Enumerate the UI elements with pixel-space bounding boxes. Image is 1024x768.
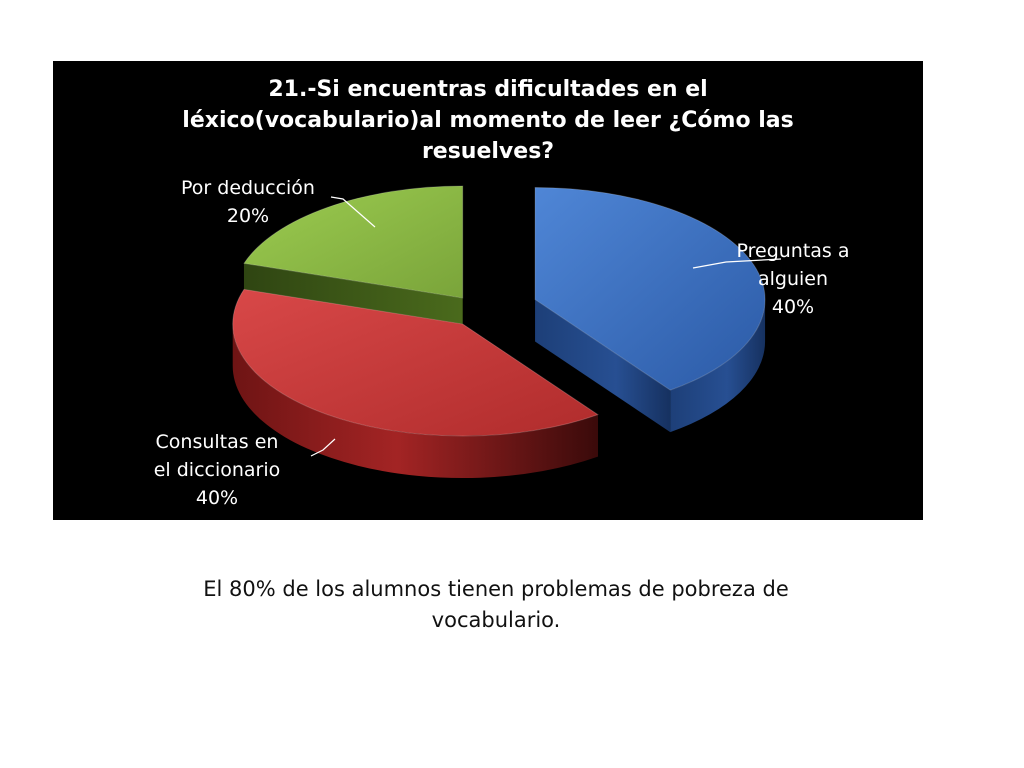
data-label-line: 40%: [196, 487, 238, 509]
pie-slice-side: [232, 324, 598, 479]
chart-area: 21.-Si encuentras dificultades en el léx…: [53, 61, 923, 520]
pie-slice-side: [670, 299, 766, 433]
pie-slice-top: [534, 187, 766, 391]
pie-slice-top: [243, 185, 464, 299]
data-label-line: Consultas en: [156, 431, 279, 453]
data-label-line: alguien: [758, 268, 828, 290]
data-label-line: el diccionario: [154, 459, 281, 481]
data-label-line: Preguntas a: [736, 240, 849, 262]
leader-line: [310, 438, 336, 457]
conclusion-line-2: vocabulario.: [431, 608, 561, 632]
data-label-preguntas-a-alguien: Preguntas a alguien 40%: [692, 240, 850, 318]
data-label-consultas-en-el-diccionario: Consultas en el diccionario 40%: [154, 431, 336, 509]
data-label-line: 40%: [772, 296, 814, 318]
chart-title-line-3: resuelves?: [421, 139, 555, 164]
pie-slice-preguntas-a-alguien: [534, 187, 766, 433]
conclusion-line-1: El 80% de los alumnos tienen problemas d…: [203, 577, 789, 601]
pie-slice-top: [232, 288, 600, 437]
pie-slice-wall: [535, 299, 671, 433]
leader-line: [330, 196, 376, 228]
data-label-line: 20%: [227, 205, 269, 227]
chart-title: 21.-Si encuentras dificultades en el léx…: [53, 74, 923, 167]
pie-slices: [232, 185, 766, 479]
pie-chart: Preguntas a alguien 40% Consultas en el dicc…: [154, 177, 850, 509]
chart-title-line-2: léxico(vocabulario)al momento de leer ¿C…: [182, 108, 794, 133]
conclusion-text: El 80% de los alumnos tienen problemas d…: [100, 574, 892, 636]
pie-data-labels: Preguntas a alguien 40% Consultas en el dicc…: [154, 177, 850, 509]
leader-line: [692, 258, 782, 269]
data-label-line: Por deducción: [181, 177, 315, 199]
pie-slice-consultas-en-el-diccionario: [232, 288, 600, 479]
chart-title-line-1: 21.-Si encuentras dificultades en el: [268, 77, 708, 102]
data-label-por-deduccion: Por deducción 20%: [181, 177, 376, 228]
